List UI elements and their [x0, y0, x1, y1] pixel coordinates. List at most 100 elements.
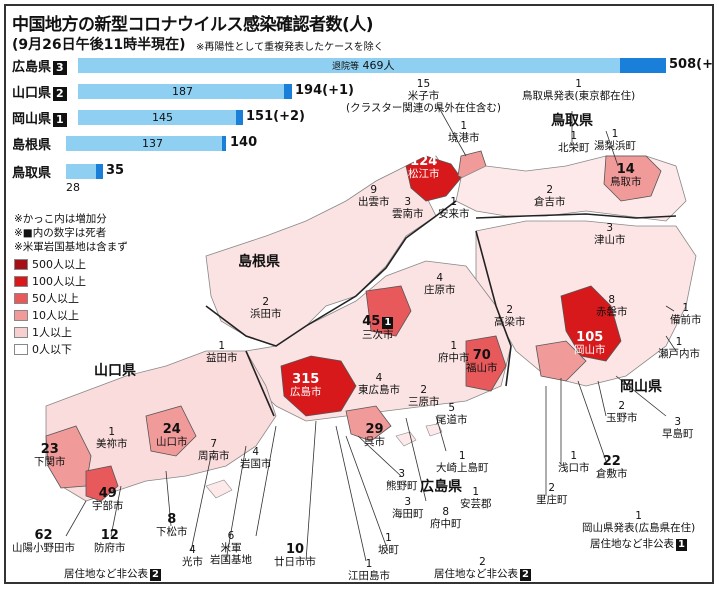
map-label-mihara: 2 三原市	[408, 384, 440, 408]
map-label-yamaguchi-undisclosed: 居住地など非公表 2	[64, 568, 161, 581]
island-seto-3	[205, 479, 233, 499]
bar-active	[236, 110, 243, 125]
map-label-hofu: 12 防府市	[94, 528, 126, 554]
subtitle-note: ※再陽性として重複発表したケースを除く	[196, 42, 384, 53]
bar-active	[96, 164, 103, 179]
map-label-shimonoseki: 23 下関市	[34, 442, 66, 468]
bar-total-value: 508(+11)	[669, 57, 713, 72]
map-label-osakikamijima: 1 大崎上島町	[436, 450, 489, 474]
map-label-takahashi: 2 高梁市	[494, 304, 526, 328]
bar-pref-label: 島根県	[12, 138, 52, 153]
bar-row-yamaguchi: 山口県 2 187 194(+1)	[12, 82, 412, 101]
bar-active	[284, 84, 292, 99]
pref-border-hiroshima-okayama	[475, 230, 512, 387]
map-label-mine: 1 美祢市	[96, 426, 128, 450]
map-label-higashihiroshima: 4 東広島市	[358, 372, 400, 396]
bar-recovered-value: 137	[142, 137, 163, 150]
pref-border-shimane-hiroshima	[205, 200, 457, 347]
page-subtitle: (9月26日午後11時半現在)	[12, 37, 186, 53]
kure-area	[345, 405, 392, 442]
map-label-fuchu: 1 府中市	[438, 340, 470, 364]
bar-death-count: 2	[53, 87, 67, 101]
legend-item: 50人以上	[14, 290, 86, 307]
bar-recovered	[78, 110, 236, 125]
map-label-yonago: 15 米子市 (クラスター関連の県外在住含む)	[346, 78, 501, 114]
bar-recovered-value-tottori: 28	[66, 181, 80, 194]
legend-notes: ※かっこ内は増加分 ※■内の数字は死者 ※米軍岩国基地は含まず	[14, 213, 128, 253]
pref-border-yamaguchi-hiroshima	[245, 350, 275, 417]
map-label-okayama-undisclosed: 居住地など非公表 1	[590, 538, 687, 551]
bar-row-okayama: 岡山県 1 145 151(+2)	[12, 108, 412, 127]
pref-border-tottori-okayama	[475, 213, 677, 219]
region-label-shimane: 島根県	[238, 254, 280, 270]
bar-row-shimane: 島根県 137 140	[12, 134, 412, 153]
bar-recovered	[78, 58, 620, 73]
map-label-kumano: 3 熊野町	[386, 468, 418, 492]
map-label-iwakuni: 4 岩国市	[240, 446, 272, 470]
legend-item: 0人以下	[14, 341, 86, 358]
region-label-tottori: 鳥取県	[551, 113, 593, 129]
bar-row-tottori: 鳥取県 35	[12, 162, 212, 181]
leader-lines	[65, 105, 677, 562]
legend-item: 1人以上	[14, 324, 86, 341]
region-label-okayama: 岡山県	[620, 379, 662, 395]
infographic-frame: 中国地方の新型コロナウイルス感染確認者数(人) (9月26日午後11時半現在) …	[4, 4, 714, 584]
bar-pref-label: 山口県 2	[12, 82, 67, 101]
bar-recovered	[66, 164, 96, 179]
map-label-okayama-pub: 1 岡山県発表(広島県在住)	[582, 510, 696, 534]
map-label-tottori-city: 14 鳥取市	[610, 162, 642, 188]
map-label-matsue: 124 松江市	[408, 154, 440, 180]
map-label-setouchi: 1 瀬戸内市	[658, 336, 700, 360]
death-count-box: 1	[382, 317, 394, 329]
region-label-hiroshima: 広島県	[420, 479, 462, 495]
legend-item: 10人以上	[14, 307, 86, 324]
bar-recovered	[78, 84, 284, 99]
chugoku-map	[45, 105, 697, 562]
map-label-kudamatsu: 8 下松市	[156, 512, 188, 538]
map-label-unnan: 3 雲南市	[392, 196, 424, 220]
map-label-onomichi: 5 尾道市	[436, 402, 468, 426]
map-label-tsuyama: 3 津山市	[594, 222, 626, 246]
map-label-hatsukaichi: 10 廿日市市	[274, 542, 316, 568]
bar-pref-label: 鳥取県	[12, 166, 52, 181]
kurashiki-area	[535, 340, 587, 382]
region-label-yamaguchi: 山口県	[94, 363, 136, 379]
okayama-city-area	[560, 285, 622, 362]
map-label-kure: 29 呉市	[364, 422, 385, 448]
bar-total-value: 140	[230, 135, 258, 150]
death-count-box: 2	[520, 569, 531, 581]
map-label-fukuyama: 70 福山市	[466, 348, 498, 374]
legend-item: 500人以上	[14, 256, 86, 273]
map-label-bizen: 1 備前市	[670, 302, 702, 326]
bar-active	[620, 58, 666, 73]
page-title: 中国地方の新型コロナウイルス感染確認者数(人)	[12, 15, 374, 35]
map-label-hamada: 2 浜田市	[250, 296, 282, 320]
map-label-hiroshima-undisclosed: 2 居住地など非公表 2	[434, 556, 531, 581]
fukuyama-area	[465, 335, 507, 392]
bar-recovered	[66, 136, 222, 151]
map-label-iwakuni-base: 6 米軍 岩国基地	[210, 530, 252, 566]
map-label-asakuchi: 1 浅口市	[558, 450, 590, 474]
map-label-fuchu-cho: 8 府中町	[430, 506, 462, 530]
bar-pref-label: 広島県 3	[12, 56, 67, 75]
bar-total-value: 151(+2)	[246, 109, 305, 124]
map-label-saka: 1 坂町	[378, 532, 399, 556]
map-label-yurihama: 1 湯梨浜町	[594, 128, 636, 152]
bar-recovered-value: 187	[172, 85, 193, 98]
death-count-box: 2	[150, 569, 161, 581]
map-label-masuda: 1 益田市	[206, 340, 238, 364]
color-legend: 500人以上 100人以上 50人以上 10人以上 1人以上 0人以下	[14, 256, 86, 358]
yamaguchi-city-area	[145, 405, 197, 457]
map-label-hokuei: 1 北栄町	[558, 130, 590, 154]
bar-total-value: 35	[106, 163, 125, 178]
map-label-sakaiminato: 1 境港市	[448, 120, 480, 144]
map-label-akaiwa: 8 赤磐市	[596, 294, 628, 318]
map-label-yamaguchi-city: 24 山口市	[156, 422, 188, 448]
map-label-kaita: 3 海田町	[392, 496, 424, 520]
map-label-kurashiki: 22 倉敷市	[596, 454, 628, 480]
bar-death-count: 3	[53, 61, 67, 75]
bar-death-count: 1	[53, 113, 67, 127]
bar-recovered-value: 退院等 469人	[332, 59, 395, 72]
map-label-shunan: 7 周南市	[198, 438, 230, 462]
map-label-kurayoshi: 2 倉吉市	[534, 184, 566, 208]
